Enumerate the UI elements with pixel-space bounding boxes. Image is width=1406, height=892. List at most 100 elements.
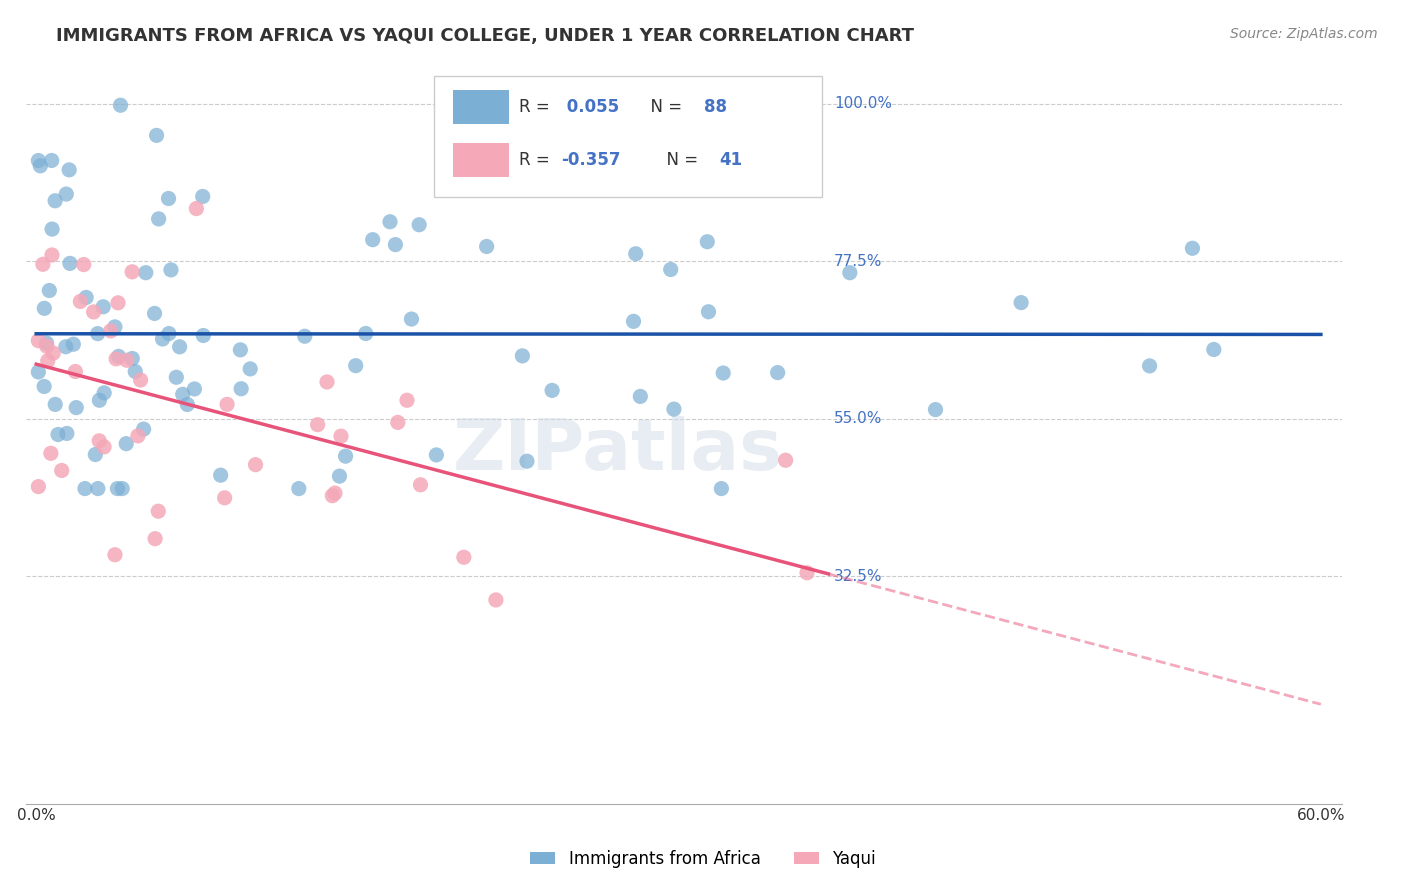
Immigrants from Africa: [27, 153, 49, 168]
Immigrants from Africa: [41, 222, 63, 236]
FancyBboxPatch shape: [454, 143, 509, 177]
Yaqui: [148, 504, 170, 518]
FancyBboxPatch shape: [454, 90, 509, 124]
Yaqui: [214, 491, 236, 505]
Yaqui: [41, 248, 63, 262]
Immigrants from Africa: [516, 454, 538, 468]
Immigrants from Africa: [135, 266, 157, 280]
Immigrants from Africa: [512, 349, 534, 363]
Immigrants from Africa: [711, 366, 734, 380]
Text: -0.357: -0.357: [561, 151, 621, 169]
Immigrants from Africa: [1010, 295, 1032, 310]
Immigrants from Africa: [91, 300, 114, 314]
Immigrants from Africa: [623, 314, 645, 328]
Immigrants from Africa: [38, 284, 60, 298]
Immigrants from Africa: [176, 397, 198, 411]
Yaqui: [89, 434, 111, 448]
Immigrants from Africa: [110, 98, 132, 112]
Text: R =: R =: [519, 98, 555, 116]
Immigrants from Africa: [624, 246, 647, 260]
Immigrants from Africa: [169, 340, 191, 354]
Immigrants from Africa: [209, 468, 232, 483]
Text: R =: R =: [519, 151, 555, 169]
Immigrants from Africa: [111, 482, 134, 496]
Immigrants from Africa: [191, 189, 214, 203]
Immigrants from Africa: [148, 211, 170, 226]
Yaqui: [143, 532, 166, 546]
Yaqui: [107, 295, 129, 310]
Immigrants from Africa: [145, 128, 167, 143]
Yaqui: [69, 294, 91, 309]
Yaqui: [105, 351, 128, 366]
Yaqui: [485, 593, 508, 607]
Immigrants from Africa: [288, 482, 311, 496]
Yaqui: [39, 446, 62, 460]
Yaqui: [395, 393, 418, 408]
Immigrants from Africa: [35, 336, 58, 351]
Immigrants from Africa: [239, 362, 262, 376]
Yaqui: [245, 458, 267, 472]
Immigrants from Africa: [231, 382, 253, 396]
Text: 100.0%: 100.0%: [834, 96, 891, 111]
Immigrants from Africa: [193, 328, 215, 343]
Immigrants from Africa: [662, 402, 685, 417]
Text: 0.055: 0.055: [561, 98, 620, 116]
Immigrants from Africa: [55, 340, 77, 354]
Immigrants from Africa: [328, 469, 350, 483]
Immigrants from Africa: [87, 482, 110, 496]
Yaqui: [127, 429, 149, 443]
Yaqui: [215, 397, 238, 411]
Immigrants from Africa: [697, 305, 720, 319]
Yaqui: [65, 364, 87, 378]
Yaqui: [37, 353, 59, 368]
Immigrants from Africa: [86, 326, 108, 341]
Immigrants from Africa: [361, 233, 384, 247]
Immigrants from Africa: [710, 482, 733, 496]
Yaqui: [27, 334, 49, 348]
Legend: Immigrants from Africa, Yaqui: Immigrants from Africa, Yaqui: [523, 844, 883, 875]
Yaqui: [93, 440, 115, 454]
Yaqui: [775, 453, 797, 467]
Text: IMMIGRANTS FROM AFRICA VS YAQUI COLLEGE, UNDER 1 YEAR CORRELATION CHART: IMMIGRANTS FROM AFRICA VS YAQUI COLLEGE,…: [56, 27, 914, 45]
Yaqui: [387, 416, 409, 430]
Immigrants from Africa: [121, 351, 143, 366]
Immigrants from Africa: [335, 449, 357, 463]
Immigrants from Africa: [384, 237, 406, 252]
Yaqui: [27, 480, 49, 494]
Immigrants from Africa: [34, 301, 56, 316]
Immigrants from Africa: [44, 397, 66, 411]
Yaqui: [330, 429, 353, 443]
Immigrants from Africa: [165, 370, 187, 384]
Immigrants from Africa: [46, 427, 69, 442]
Yaqui: [42, 346, 65, 360]
Immigrants from Africa: [157, 326, 180, 341]
Immigrants from Africa: [541, 384, 564, 398]
Immigrants from Africa: [475, 239, 498, 253]
Immigrants from Africa: [65, 401, 87, 415]
Immigrants from Africa: [32, 379, 55, 393]
Immigrants from Africa: [838, 266, 860, 280]
Immigrants from Africa: [152, 332, 174, 346]
Yaqui: [316, 375, 339, 389]
Immigrants from Africa: [425, 448, 447, 462]
Yaqui: [100, 324, 122, 338]
Yaqui: [409, 477, 432, 491]
Immigrants from Africa: [59, 256, 82, 270]
Immigrants from Africa: [93, 385, 115, 400]
Immigrants from Africa: [1181, 241, 1204, 255]
Immigrants from Africa: [294, 329, 316, 343]
Immigrants from Africa: [73, 482, 96, 496]
Immigrants from Africa: [229, 343, 252, 357]
Text: 88: 88: [703, 98, 727, 116]
Yaqui: [121, 265, 143, 279]
Immigrants from Africa: [104, 319, 127, 334]
Immigrants from Africa: [44, 194, 66, 208]
Yaqui: [73, 258, 96, 272]
Immigrants from Africa: [75, 290, 97, 304]
Immigrants from Africa: [696, 235, 718, 249]
Immigrants from Africa: [124, 364, 146, 378]
Text: Source: ZipAtlas.com: Source: ZipAtlas.com: [1230, 27, 1378, 41]
Yaqui: [186, 202, 208, 216]
Yaqui: [129, 373, 152, 387]
Immigrants from Africa: [132, 422, 155, 436]
